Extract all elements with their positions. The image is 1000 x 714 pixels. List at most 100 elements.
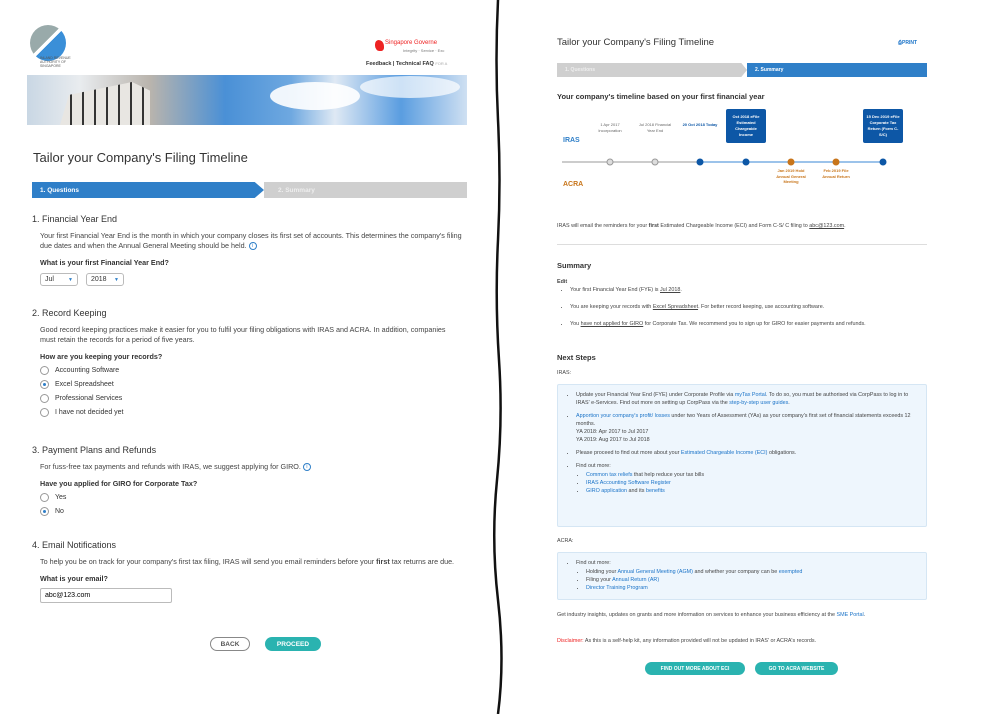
print-icon: ⎙ (898, 40, 903, 46)
acra-website-button[interactable]: GO TO ACRA WEBSITE (755, 662, 838, 675)
section-title: 1. Financial Year End (32, 214, 118, 224)
section-text: Good record keeping practices make it ea… (40, 325, 446, 344)
singapore-gov-lion-icon (375, 40, 384, 51)
timeline-event-label: 1 Apr 2017 Incorporation (598, 122, 622, 133)
text: To help you be on track for your company… (40, 557, 377, 566)
apportion-link[interactable]: Apportion your company's profit/ losses (576, 413, 670, 419)
section-financial-year-end: 1. Financial Year End Your first Financi… (32, 214, 462, 286)
radio-label: Excel Spreadsheet (55, 380, 114, 388)
annual-return-link[interactable]: Annual Return (AR) (612, 577, 660, 583)
summary-item: You have not applied for GIRO for Corpor… (570, 320, 921, 328)
section-title: 2. Record Keeping (32, 308, 107, 318)
radio-professional-services[interactable]: Professional Services (40, 391, 462, 405)
text: Estimated Chargeable Income (ECI) and Fo… (658, 223, 810, 229)
gov-tagline: Integrity · Service · Exc (403, 48, 445, 53)
question-label: What is your email? (40, 574, 108, 583)
progress-steps: 1. Questions 2. Summary (557, 63, 927, 77)
more-link[interactable]: FOR A (435, 61, 448, 66)
radio-button[interactable] (40, 393, 49, 403)
section-record-keeping: 2. Record Keeping Good record keeping pr… (32, 308, 462, 419)
progress-steps: 1. Questions 2. Summary (32, 182, 467, 198)
find-out-eci-button[interactable]: FIND OUT MORE ABOUT ECI (645, 662, 745, 675)
section-text-body: Your first Financial Year End is the mon… (40, 231, 462, 250)
text: Find out more: (576, 560, 611, 566)
exempted-link[interactable]: exempted (778, 569, 803, 575)
radio-button[interactable] (40, 407, 49, 417)
summary-item: You are keeping your records with Excel … (570, 303, 921, 311)
radio-excel-spreadsheet[interactable]: Excel Spreadsheet (40, 377, 462, 391)
radio-button[interactable] (40, 492, 49, 502)
email-value: abc@123.com (809, 223, 845, 229)
radio-button[interactable] (40, 506, 49, 516)
text: Please proceed to find out more about yo… (576, 450, 681, 456)
summary-page-title: Tailor your Company's Filing Timeline (557, 37, 715, 48)
summary-item: Your first Financial Year End (FYE) is J… (570, 286, 921, 294)
info-icon[interactable]: i (248, 242, 257, 251)
year-select[interactable]: 2018 ▼ (86, 273, 124, 286)
timeline-event-label: Jan 2019 Hold Annual General Meeting (776, 168, 806, 184)
timeline-dot (696, 158, 704, 166)
question-label: Have you applied for GIRO for Corporate … (40, 479, 198, 488)
text: You are keeping your records with (570, 304, 653, 310)
benefits-link[interactable]: benefits (645, 488, 665, 494)
info-icon[interactable]: i (302, 463, 311, 472)
sub-item: Common tax reliefs that help reduce your… (586, 471, 916, 479)
proceed-button[interactable]: PROCEED (265, 637, 321, 651)
edit-link[interactable]: Edit (557, 279, 568, 285)
radio-accounting-software[interactable]: Accounting Software (40, 363, 462, 377)
technical-faq-link[interactable]: Technical FAQ (395, 61, 434, 67)
step-summary: 2. Summary (264, 182, 467, 198)
feedback-link[interactable]: Feedback (366, 61, 392, 67)
sme-portal-link[interactable]: SME Portal (836, 612, 864, 618)
tax-reliefs-link[interactable]: Common tax reliefs (586, 472, 633, 478)
radio-label: Yes (55, 493, 67, 501)
radio-not-decided[interactable]: I have not decided yet (40, 405, 462, 419)
timeline: IRAS ACRA 1 Apr 2017 Incorporation Jul 20… (557, 105, 927, 210)
print-button[interactable]: ⎙PRINT (898, 40, 917, 46)
iras-logo (30, 25, 66, 61)
radio-button[interactable] (40, 379, 49, 389)
text-bold: first (376, 557, 390, 566)
software-register-link[interactable]: IRAS Accounting Software Register (586, 480, 671, 486)
timeline-heading: Your company's timeline based on your fi… (557, 92, 765, 101)
sub-item: IRAS Accounting Software Register (586, 479, 916, 487)
sub-item: Director Training Program (586, 584, 916, 592)
text: for Corporate Tax. We recommend you to s… (643, 321, 866, 327)
radio-button[interactable] (40, 365, 49, 375)
iras-subheading: IRAS: (557, 370, 572, 376)
text-bold: first (648, 223, 659, 229)
timeline-dot (832, 158, 840, 166)
acra-next-steps-box: Find out more: Holding your Annual Gener… (557, 552, 927, 600)
next-step-item: Find out more: Common tax reliefs that h… (576, 462, 916, 495)
top-nav: Feedback | Technical FAQ FOR A (366, 61, 447, 67)
timeline-event-label: Oct 2018 eFile Estimated Chargeable Inco… (726, 109, 766, 143)
text: . (788, 400, 790, 406)
email-input[interactable] (40, 588, 172, 603)
disclaimer-text: As this is a self-help kit, any informat… (583, 638, 817, 644)
mytax-portal-link[interactable]: myTax Portal (734, 392, 766, 398)
director-training-link[interactable]: Director Training Program (586, 585, 648, 591)
timeline-dot (879, 158, 887, 166)
agm-link[interactable]: Annual General Meeting (AGM) (617, 569, 693, 575)
text: Update your Financial Year End (FYE) und… (576, 392, 735, 398)
back-button[interactable]: BACK (210, 637, 250, 651)
user-guides-link[interactable]: step-by-step user guides (729, 400, 789, 406)
divider (557, 244, 927, 245)
banner-cloud (270, 82, 360, 110)
text: obligations. (767, 450, 797, 456)
eci-link[interactable]: Estimated Chargeable Income (ECI) (680, 450, 768, 456)
radio-label: I have not decided yet (55, 408, 124, 416)
text: Holding your (586, 569, 618, 575)
giro-application-link[interactable]: GIRO application (586, 488, 628, 494)
email-reminder-note: IRAS will email the reminders for your f… (557, 222, 927, 230)
step-summary: 2. Summary (747, 63, 927, 77)
timeline-event-label: 15 Dec 2019 eFile Corporate Tax Return (… (863, 109, 903, 143)
text: Find out more: (576, 463, 611, 469)
chevron-down-icon: ▼ (114, 276, 119, 283)
summary-heading: Summary (557, 261, 592, 270)
month-select[interactable]: Jul ▼ (40, 273, 78, 286)
section-email-notifications: 4. Email Notifications To help you be on… (32, 540, 462, 603)
radio-giro-no[interactable]: No (40, 504, 462, 518)
timeline-past-line (562, 161, 700, 163)
radio-giro-yes[interactable]: Yes (40, 490, 462, 504)
